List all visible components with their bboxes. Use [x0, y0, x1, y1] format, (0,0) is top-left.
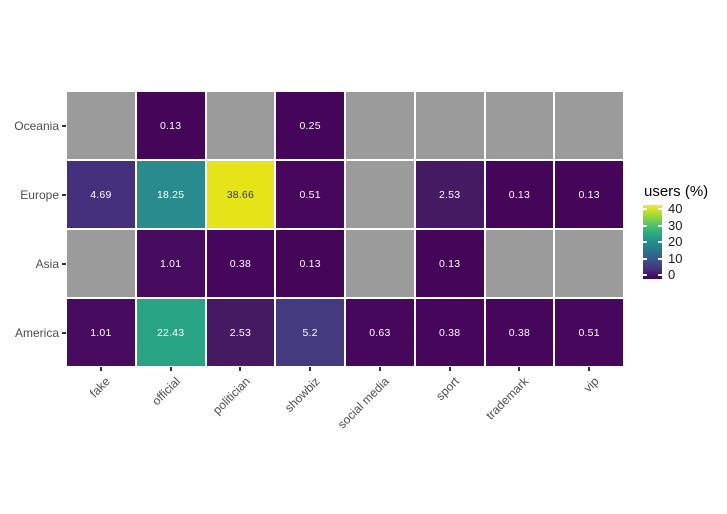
heatmap-cell: [206, 92, 275, 159]
legend-tick-label: 40: [668, 201, 683, 216]
legend-tick-mark: [658, 208, 662, 210]
x-axis-tick: [99, 367, 102, 371]
x-axis-label: official: [149, 374, 183, 409]
y-axis-label: Oceania: [14, 118, 59, 133]
heatmap-cell: 5.2: [276, 299, 344, 366]
legend: users (%) 40 30 20 10 0: [633, 175, 727, 287]
x-axis-tick: [518, 367, 521, 371]
heatmap-cell: [485, 230, 554, 297]
x-axis-tick: [309, 367, 312, 371]
heatmap-cell: 0.38: [206, 230, 275, 297]
y-axis-tick: [62, 193, 66, 196]
heatmap-cell: 0.13: [485, 161, 554, 228]
legend-tick-label: 30: [668, 217, 683, 233]
heatmap-cell: 2.53: [206, 299, 275, 366]
y-axis-tick: [62, 262, 66, 265]
heatmap-cell: 0.51: [276, 161, 344, 228]
y-axis-tick: [62, 124, 66, 127]
legend-tick-mark: [658, 241, 662, 244]
legend-tick-label: 10: [668, 250, 683, 266]
heatmap-cell: 22.43: [136, 299, 205, 366]
heatmap-cell: [67, 92, 135, 159]
x-axis-label: politician: [209, 374, 253, 418]
heatmap-cell: 0.63: [346, 299, 414, 366]
legend-tick-mark: [643, 241, 647, 244]
y-axis-tick: [62, 331, 66, 334]
legend-tick-mark: [658, 224, 662, 227]
heatmap-cell: [346, 230, 414, 297]
x-axis-label: showbiz: [281, 374, 323, 415]
heatmap-cell: 0.13: [555, 161, 623, 228]
legend-tick-label: 0: [668, 267, 676, 283]
x-axis-tick: [588, 367, 591, 371]
heatmap-cell: 0.38: [415, 299, 484, 366]
x-axis-label: trademark: [483, 374, 532, 423]
y-axis-label: America: [14, 325, 59, 340]
legend-tick-mark: [658, 257, 662, 260]
legend-title: users (%): [644, 183, 709, 200]
heatmap-cell: [555, 92, 623, 159]
y-axis-label: Asia: [35, 256, 59, 271]
x-axis-tick: [378, 367, 381, 371]
legend-tick-label: 20: [668, 234, 683, 250]
heatmap-cell: [415, 92, 484, 159]
legend-tick-mark: [643, 224, 647, 227]
y-axis-label: Europe: [20, 187, 59, 202]
x-axis-tick: [448, 367, 451, 371]
legend-tick-mark: [658, 274, 662, 277]
x-axis-label: sport: [433, 374, 462, 404]
heatmap-cell: [67, 230, 135, 297]
heatmap-cell: [555, 230, 623, 297]
x-axis-label: vip: [580, 374, 602, 396]
x-axis-label: fake: [87, 374, 114, 401]
heatmap-cell: [346, 161, 414, 228]
x-axis-label: social media: [335, 374, 393, 432]
heatmap-cell: [346, 92, 414, 159]
heatmap-cell: 0.38: [485, 299, 554, 366]
legend-colorbar: [643, 205, 662, 279]
legend-tick-mark: [643, 208, 647, 210]
heatmap-cell: 38.66: [206, 161, 275, 228]
x-axis-tick: [239, 367, 242, 371]
legend-tick-mark: [643, 257, 647, 260]
heatmap-cell: 18.25: [136, 161, 205, 228]
heatmap-cell: 0.13: [415, 230, 484, 297]
x-axis-tick: [169, 367, 172, 371]
heatmap-cell: 0.51: [555, 299, 623, 366]
heatmap-cell: 0.25: [276, 92, 344, 159]
heatmap-cell: 2.53: [415, 161, 484, 228]
heatmap-cell: 1.01: [67, 299, 135, 366]
heatmap-cell: 1.01: [136, 230, 205, 297]
legend-tick-mark: [643, 274, 647, 277]
heatmap-cell: 0.13: [276, 230, 344, 297]
heatmap-panel: 0.13 0.25 4.69 18.25 38.66 0.51 2.53 0.13 0.13 1.…: [67, 92, 623, 366]
heatmap-cell: [485, 92, 554, 159]
heatmap-cell: 0.13: [136, 92, 205, 159]
heatmap-cell: 4.69: [67, 161, 135, 228]
